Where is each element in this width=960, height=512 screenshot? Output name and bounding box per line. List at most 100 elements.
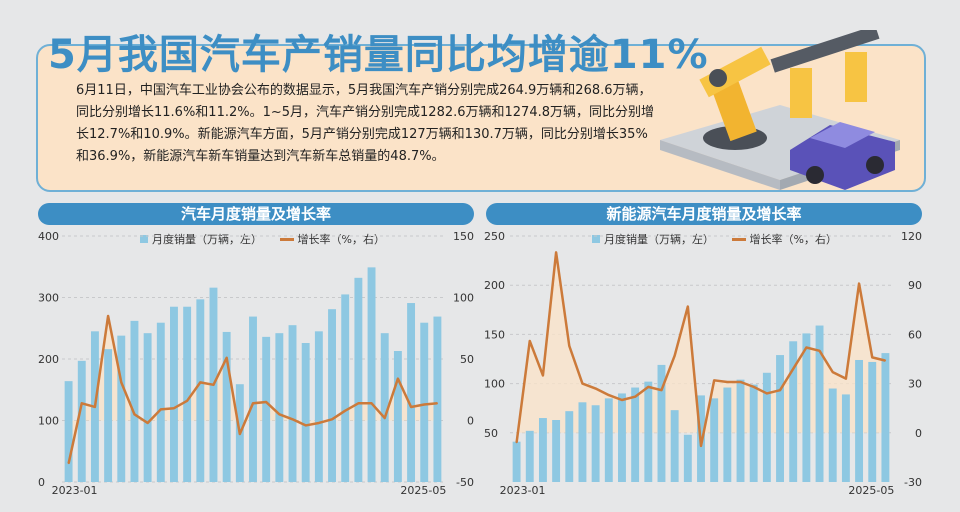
growth-point xyxy=(621,399,623,401)
growth-point xyxy=(542,374,544,376)
legend-line-swatch xyxy=(731,237,746,241)
sales-bar xyxy=(288,325,297,482)
sales-bar xyxy=(552,420,561,482)
sales-bar xyxy=(736,379,745,482)
sales-bar xyxy=(130,320,139,482)
sales-bar xyxy=(762,372,771,482)
sales-bar xyxy=(776,355,784,482)
sales-bar xyxy=(723,387,732,482)
sales-bar xyxy=(367,267,376,482)
growth-point xyxy=(595,387,597,390)
left-axis-tick-label: 100 xyxy=(38,415,59,428)
x-axis-first-label: 2023-01 xyxy=(500,484,546,497)
right-axis-tick-label: 120 xyxy=(901,230,922,243)
growth-point xyxy=(792,368,794,370)
left-axis-tick-label: 200 xyxy=(38,353,59,366)
growth-point xyxy=(845,378,847,380)
growth-point xyxy=(700,445,702,447)
right-axis-tick-label: 150 xyxy=(453,230,474,243)
growth-point xyxy=(739,381,742,383)
sales-bar xyxy=(578,402,587,482)
legend-bar-swatch xyxy=(592,235,600,243)
x-axis-first-label: 2023-01 xyxy=(52,484,98,497)
growth-point xyxy=(753,386,755,388)
right-axis-tick-label: -30 xyxy=(904,476,922,489)
growth-point xyxy=(660,389,663,391)
chart-1: 0 100 200 300 400 -50 0 50 100 150 2023-01 2025-05 xyxy=(38,230,474,497)
right-axis-tick-label: 30 xyxy=(908,378,922,391)
growth-point xyxy=(252,402,254,404)
left-axis-tick-label: 250 xyxy=(484,230,505,243)
growth-point xyxy=(529,340,531,342)
right-axis-tick-label: 0 xyxy=(915,427,922,440)
left-axis-tick-label: 200 xyxy=(484,279,505,292)
sales-bar xyxy=(262,336,271,482)
sales-bar xyxy=(117,335,126,482)
growth-point xyxy=(265,401,267,403)
sales-bar xyxy=(380,333,389,482)
sales-bar xyxy=(591,405,600,482)
sales-bar xyxy=(420,322,429,482)
growth-point xyxy=(634,396,636,398)
summary-text: 6月11日，中国汽车工业协会公布的数据显示，5月我国汽车产销分别完成264.9万… xyxy=(76,83,655,164)
sales-bar xyxy=(77,360,86,482)
sales-bar xyxy=(104,349,113,482)
growth-point xyxy=(344,410,346,412)
sales-bar xyxy=(301,343,310,482)
legend-line-label: 增长率（%，右） xyxy=(749,233,837,246)
sales-bar xyxy=(538,418,547,482)
sales-bar xyxy=(802,333,811,482)
growth-point xyxy=(674,355,676,357)
right-axis-tick-label: 60 xyxy=(908,328,922,341)
left-axis-tick-label: 100 xyxy=(484,378,505,391)
sales-bar xyxy=(565,411,574,482)
sales-bar xyxy=(710,398,719,482)
sales-bar xyxy=(64,381,73,482)
growth-point xyxy=(199,381,201,383)
sales-bar xyxy=(393,351,402,482)
growth-point xyxy=(832,371,834,373)
growth-point xyxy=(884,360,887,362)
growth-point xyxy=(226,357,228,359)
right-axis-tick-label: 50 xyxy=(460,353,474,366)
legend-line-swatch xyxy=(279,237,294,241)
sales-bar xyxy=(183,306,192,482)
growth-point xyxy=(357,402,359,404)
sales-bar xyxy=(328,309,336,482)
growth-point xyxy=(278,413,280,415)
sales-bar xyxy=(433,316,442,482)
legend-bar-swatch xyxy=(140,235,148,243)
growth-point xyxy=(291,418,294,420)
sales-bar xyxy=(815,325,824,482)
sales-bar xyxy=(828,388,837,482)
growth-point xyxy=(186,400,188,402)
left-axis-tick-label: 0 xyxy=(38,476,45,489)
sales-bar xyxy=(170,306,178,482)
growth-point xyxy=(160,408,162,411)
growth-point xyxy=(581,383,584,385)
left-axis-tick-label: 50 xyxy=(484,427,498,440)
sales-bar xyxy=(683,434,692,482)
growth-point xyxy=(410,406,412,408)
growth-point xyxy=(370,402,373,404)
growth-point xyxy=(120,381,122,383)
sales-bar xyxy=(618,393,626,482)
sales-bar xyxy=(749,384,758,482)
growth-point xyxy=(871,356,873,358)
growth-point xyxy=(305,424,307,427)
x-axis-last-label: 2025-05 xyxy=(848,484,894,497)
chart-2: 50 100 150 200 250 -30 0 30 60 90 120 2023-01 2025-0… xyxy=(484,230,922,497)
growth-point xyxy=(713,379,715,381)
growth-point xyxy=(331,418,333,420)
left-axis-tick-label: 150 xyxy=(484,328,505,341)
sales-bar xyxy=(525,430,534,482)
growth-point xyxy=(212,384,215,386)
sales-bar xyxy=(789,341,798,482)
right-axis-tick-label: 100 xyxy=(453,292,474,305)
growth-point xyxy=(608,394,610,396)
growth-point xyxy=(726,381,728,383)
growth-point xyxy=(515,442,518,444)
growth-point xyxy=(647,386,649,388)
growth-point xyxy=(133,413,136,415)
sales-bar xyxy=(156,322,165,482)
